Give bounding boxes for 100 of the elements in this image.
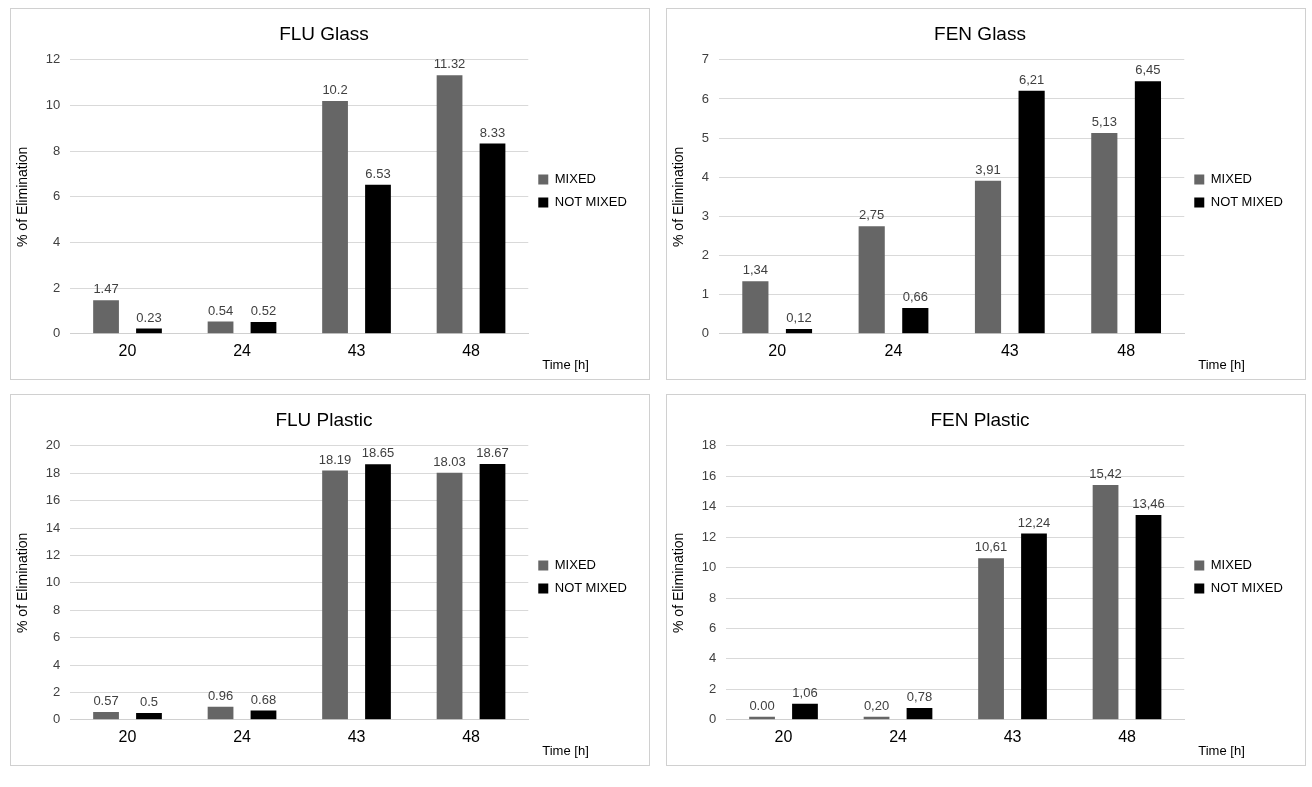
x-tick-label: 43: [347, 341, 366, 359]
bar: [906, 707, 933, 720]
bar: [978, 558, 1004, 720]
bar: [322, 100, 348, 334]
data-label: 0.57: [93, 693, 119, 709]
data-label: 18.03: [433, 453, 466, 469]
x-tick-label: 43: [1000, 341, 1019, 359]
data-label: 6.53: [365, 165, 391, 181]
data-label: 0.68: [250, 691, 277, 707]
bar: [785, 329, 813, 334]
data-label: 1,34: [742, 262, 769, 278]
data-label: 15,42: [1089, 466, 1122, 482]
legend-label: NOT MIXED: [1210, 580, 1283, 596]
legend-label: NOT MIXED: [1210, 194, 1283, 210]
y-tick-label: 8: [53, 601, 61, 617]
bar: [858, 226, 885, 334]
data-label: 0,66: [902, 289, 928, 305]
data-label: 10.2: [322, 81, 348, 97]
bar: [1018, 90, 1045, 334]
x-tick-label: 48: [462, 727, 481, 745]
y-tick-label: 0: [53, 325, 61, 341]
chart-title: FLU Glass: [279, 22, 369, 44]
y-tick-label: 14: [701, 498, 717, 514]
bar: [207, 706, 234, 720]
y-tick-label: 12: [701, 528, 717, 544]
y-tick-label: 4: [701, 168, 710, 184]
y-tick-label: 14: [45, 519, 61, 535]
bar: [436, 472, 463, 720]
data-label: 18.67: [476, 445, 509, 461]
data-label: 18.19: [318, 451, 352, 467]
data-label: 12,24: [1017, 514, 1051, 530]
data-label: 2,75: [859, 207, 885, 223]
y-tick-label: 6: [701, 90, 710, 106]
chart-title: FEN Glass: [934, 22, 1026, 44]
x-tick-label: 48: [1118, 727, 1137, 745]
x-tick-label: 24: [884, 341, 903, 359]
bar: [1091, 133, 1118, 334]
data-label: 1.47: [93, 281, 119, 297]
data-label: 1,06: [792, 684, 818, 700]
bar: [1134, 81, 1162, 334]
bar: [902, 307, 929, 334]
chart-title: FEN Plastic: [930, 408, 1030, 430]
bar: [974, 180, 1002, 334]
y-tick-label: 2: [53, 279, 61, 295]
y-tick-label: 12: [45, 51, 61, 67]
y-tick-label: 6: [709, 620, 717, 636]
data-label: 18.65: [361, 445, 395, 461]
data-label: 0,78: [906, 689, 933, 704]
bar: [136, 712, 162, 720]
bar: [1092, 485, 1119, 720]
y-tick-label: 16: [45, 492, 61, 508]
y-tick-label: 10: [701, 559, 717, 575]
legend-label: NOT MIXED: [554, 194, 627, 210]
y-tick-label: 2: [709, 680, 717, 696]
y-tick-label: 16: [701, 467, 717, 483]
data-label: 0.54: [207, 302, 234, 318]
x-axis-title: Time [h]: [1198, 742, 1245, 758]
x-tick-label: 20: [118, 341, 137, 359]
data-label: 13,46: [1132, 495, 1165, 511]
y-tick-label: 2: [53, 683, 61, 699]
y-axis-title: % of Elimination: [670, 146, 687, 247]
y-tick-label: 10: [45, 97, 61, 113]
bar: [1135, 514, 1162, 720]
legend-label: NOT MIXED: [554, 580, 627, 596]
y-tick-label: 6: [53, 629, 61, 645]
x-axis-title: Time [h]: [542, 356, 589, 372]
y-tick-label: 6: [53, 188, 61, 204]
x-axis-title: Time [h]: [542, 742, 589, 758]
legend-label: MIXED: [554, 557, 596, 573]
data-label: 6,45: [1135, 62, 1161, 78]
data-label: 0.5: [139, 694, 159, 710]
x-tick-label: 48: [1117, 341, 1136, 359]
data-label: 0.96: [207, 687, 234, 703]
data-label: 6,21: [1018, 71, 1045, 87]
bar: [365, 464, 391, 720]
bar: [250, 710, 277, 720]
chart-title: FLU Plastic: [275, 408, 373, 430]
x-tick-label: 20: [118, 727, 137, 745]
bar: [207, 321, 234, 334]
legend-label: MIXED: [554, 171, 596, 187]
y-tick-label: 3: [701, 207, 710, 223]
y-tick-label: 0: [709, 711, 717, 727]
x-tick-label: 43: [347, 727, 366, 745]
bar: [250, 321, 277, 334]
bar: [365, 184, 391, 334]
data-label: 8.33: [479, 124, 506, 140]
y-tick-label: 8: [53, 142, 61, 158]
y-tick-label: 10: [45, 574, 61, 590]
y-tick-label: 18: [45, 464, 61, 480]
bar: [1021, 533, 1047, 720]
bar: [479, 143, 506, 334]
legend-label: MIXED: [1210, 171, 1252, 187]
bar: [436, 75, 463, 334]
y-axis-title: % of Elimination: [670, 532, 687, 633]
x-tick-label: 24: [233, 341, 252, 359]
y-tick-label: 2: [701, 247, 710, 263]
y-axis-title: % of Elimination: [14, 532, 31, 633]
data-label: 0,20: [863, 697, 890, 713]
y-tick-label: 4: [709, 650, 717, 666]
x-tick-label: 48: [462, 341, 481, 359]
